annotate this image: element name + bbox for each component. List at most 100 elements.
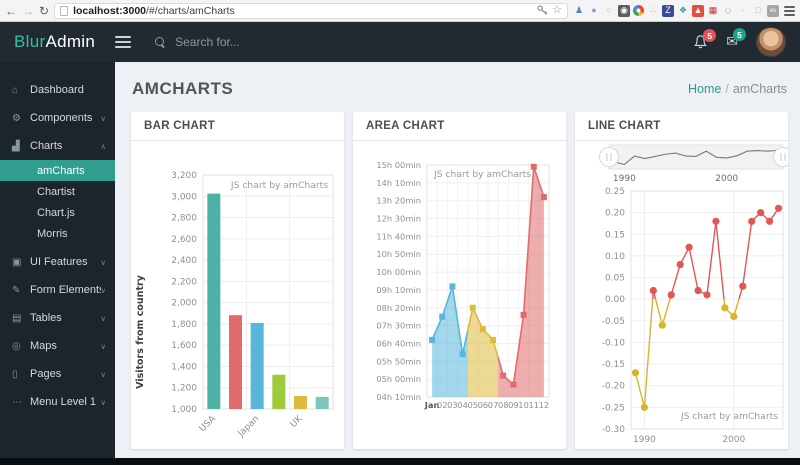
line-point-2001[interactable] bbox=[739, 282, 747, 290]
line-point-1989[interactable] bbox=[631, 369, 640, 377]
bar-Japan[interactable] bbox=[250, 322, 264, 409]
line-point-2005[interactable] bbox=[774, 204, 783, 212]
area-point-10[interactable] bbox=[520, 311, 527, 318]
line-point-2000[interactable] bbox=[730, 312, 738, 321]
sidebar-item-menu-level-1[interactable]: ⋯ Menu Level 1 ∨ bbox=[0, 388, 115, 416]
area-point-04[interactable] bbox=[459, 351, 466, 358]
x-tick-label: 10 bbox=[518, 400, 529, 410]
navigator-right-handle[interactable] bbox=[773, 147, 789, 167]
sidebar-item-label: Charts bbox=[30, 140, 63, 152]
browser-menu-icon[interactable] bbox=[784, 5, 795, 16]
messages[interactable]: ✉ 5 bbox=[726, 28, 746, 51]
line-point-1994[interactable] bbox=[676, 260, 684, 269]
browser-reload-icon[interactable]: ↻ bbox=[39, 3, 50, 18]
submenu-item-chart-js[interactable]: Chart.js bbox=[37, 206, 75, 219]
ghost-extension-icon[interactable]: ● bbox=[591, 5, 597, 15]
submenu-item-morris[interactable]: Morris bbox=[37, 227, 68, 240]
line-point-1993[interactable] bbox=[667, 291, 675, 299]
app-logo[interactable]: BlurAdmin bbox=[14, 32, 95, 52]
mail-icon: ✉ bbox=[726, 33, 738, 49]
bar-5[interactable] bbox=[315, 396, 329, 409]
person-extension-icon[interactable]: ♟ bbox=[574, 5, 584, 15]
area-point-12[interactable] bbox=[540, 194, 547, 201]
x-tick-label: 08 bbox=[498, 400, 509, 410]
sidebar-item-form-elements[interactable]: ✎ Form Elements ∨ bbox=[0, 276, 115, 304]
chevron-down-icon: ∨ bbox=[100, 397, 107, 407]
sidebar-item-components[interactable]: ⚙ Components ∨ bbox=[0, 104, 115, 132]
search-input[interactable] bbox=[173, 34, 324, 50]
grid-extension-icon[interactable]: ▦ bbox=[708, 5, 718, 15]
line-point-2003[interactable] bbox=[757, 209, 765, 217]
sidebar-item-pages[interactable]: ▯ Pages ∨ bbox=[0, 360, 115, 388]
map-pin-icon: ◎ bbox=[12, 340, 21, 352]
bar-USA[interactable] bbox=[207, 193, 221, 409]
address-bar[interactable]: localhost:3000/#/charts/amCharts ☆ bbox=[54, 2, 568, 19]
mail-count-badge: 5 bbox=[733, 28, 746, 41]
y-tick-label: 1,200 bbox=[171, 384, 197, 394]
line-point-1992[interactable] bbox=[658, 321, 666, 329]
url-text[interactable]: localhost:3000/#/charts/amCharts bbox=[73, 5, 235, 17]
area-point-08[interactable] bbox=[500, 372, 507, 379]
navigator-left-handle[interactable] bbox=[599, 147, 619, 167]
y-tick-label: 0.25 bbox=[605, 187, 625, 197]
area-point-09[interactable] bbox=[510, 381, 517, 388]
line-point-2002[interactable] bbox=[748, 217, 756, 225]
lightbulb-extension-icon[interactable]: ○ bbox=[606, 5, 612, 15]
line-point-1996[interactable] bbox=[694, 286, 702, 295]
molecule-extension-icon[interactable]: ❖ bbox=[678, 5, 688, 15]
bar-3[interactable] bbox=[272, 374, 286, 409]
bookmark-star-icon[interactable]: ☆ bbox=[552, 4, 562, 16]
key-icon bbox=[537, 5, 548, 15]
area-point-07[interactable] bbox=[490, 336, 497, 343]
line-point-1991[interactable] bbox=[649, 286, 657, 295]
notifications-bell[interactable]: 5 bbox=[693, 29, 717, 50]
area-chart-svg: 15h 00min 14h 10min 13h 20min 12h 30min 11h … bbox=[376, 160, 550, 410]
user-avatar[interactable] bbox=[756, 27, 786, 57]
y-tick-label: 15h 00min bbox=[376, 160, 421, 170]
x-tick-label: 2000 bbox=[722, 435, 745, 445]
shield-extension-icon[interactable]: ◇ bbox=[724, 5, 732, 15]
line-point-1999[interactable] bbox=[721, 304, 729, 312]
zoom-navigator-strip[interactable] bbox=[608, 144, 784, 170]
sidebar-item-tables[interactable]: ▤ Tables ∨ bbox=[0, 304, 115, 332]
bar-1[interactable] bbox=[229, 315, 242, 409]
browser-extensions: ♟ ● ○ ◉ ∴ Z ❖ ▲ ▦ ◇ ▫ □ es bbox=[573, 4, 779, 17]
red-app-extension-icon[interactable]: ▲ bbox=[692, 4, 704, 17]
browser-back-icon[interactable]: ← bbox=[5, 3, 17, 18]
sidebar-item-maps[interactable]: ◎ Maps ∨ bbox=[0, 332, 115, 360]
sidebar-item-charts[interactable]: ▟ Charts ∧ bbox=[0, 132, 115, 160]
page-favicon-icon bbox=[60, 5, 69, 16]
line-point-1995[interactable] bbox=[685, 243, 693, 251]
submenu-item-chartist[interactable]: Chartist bbox=[37, 185, 75, 198]
bar-UK[interactable] bbox=[294, 396, 307, 409]
share-extension-icon[interactable]: ∴ bbox=[650, 5, 656, 15]
camera-extension-icon[interactable]: ◉ bbox=[618, 4, 630, 17]
area-point-02[interactable] bbox=[439, 313, 446, 320]
zotero-extension-icon[interactable]: Z bbox=[662, 4, 674, 17]
area-point-Jan[interactable] bbox=[429, 336, 436, 343]
es-extension-icon[interactable]: es bbox=[767, 4, 779, 17]
browser-forward-icon[interactable]: → bbox=[22, 3, 34, 18]
line-point-2004[interactable] bbox=[765, 217, 774, 225]
area-point-06[interactable] bbox=[479, 326, 486, 333]
area-point-05[interactable] bbox=[469, 304, 476, 311]
line-point-1997[interactable] bbox=[703, 291, 711, 299]
cube-extension-icon[interactable]: □ bbox=[755, 5, 761, 15]
y-tick-label: 05h 00min bbox=[376, 374, 421, 384]
breadcrumb-home-link[interactable]: Home bbox=[687, 82, 722, 96]
y-tick-label: 1,800 bbox=[171, 320, 197, 330]
area-point-03[interactable] bbox=[449, 283, 456, 290]
sidebar-item-ui-features[interactable]: ▣ UI Features ∨ bbox=[0, 248, 115, 276]
submenu-item-amcharts[interactable]: amCharts bbox=[0, 160, 115, 181]
sidebar-toggle-icon[interactable] bbox=[115, 36, 132, 48]
breadcrumb: Home / amCharts bbox=[688, 82, 787, 96]
sidebar-item-dashboard[interactable]: ⌂ Dashboard bbox=[0, 76, 115, 104]
x-tick-label: 12 bbox=[539, 400, 550, 410]
chrome-extension-icon[interactable] bbox=[633, 5, 644, 16]
area-point-11[interactable] bbox=[530, 163, 537, 170]
small-square-extension-icon[interactable]: ▫ bbox=[741, 5, 745, 15]
line-point-1998[interactable] bbox=[712, 217, 720, 225]
line-point-1990[interactable] bbox=[640, 403, 649, 411]
y-tick-label: 11h 40min bbox=[376, 231, 421, 241]
y-axis-title: Visitors from country bbox=[135, 274, 146, 389]
